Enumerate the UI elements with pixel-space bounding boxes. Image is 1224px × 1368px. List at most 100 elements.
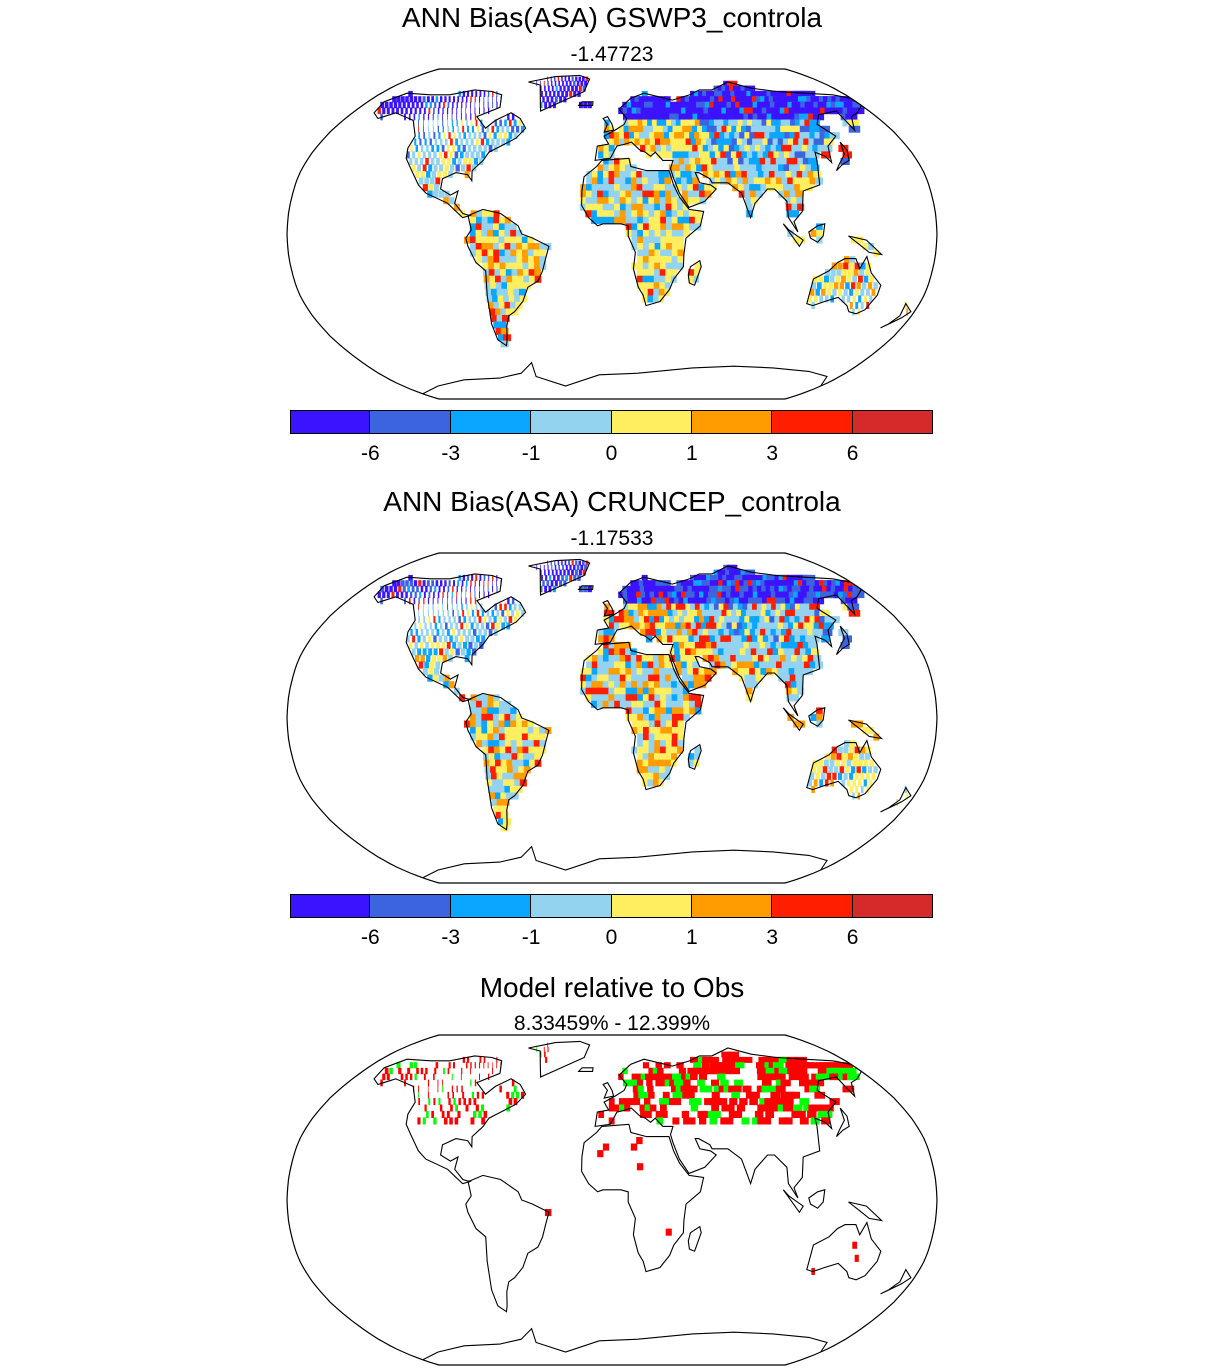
- grid-cell: [803, 661, 812, 669]
- grid-cell: [539, 256, 547, 264]
- grid-cell: [554, 80, 557, 87]
- grid-cell: [428, 1098, 431, 1106]
- grid-cell: [471, 125, 474, 133]
- grid-cell: [591, 197, 598, 205]
- grid-cell: [699, 1117, 707, 1125]
- grid-cell: [504, 223, 511, 231]
- grid-cell: [427, 119, 429, 127]
- grid-cell: [706, 113, 715, 121]
- grid-cell: [689, 700, 696, 708]
- grid-cell: [660, 256, 667, 264]
- grid-cell: [429, 138, 432, 146]
- grid-cell: [737, 119, 747, 127]
- grid-cell: [682, 674, 689, 682]
- grid-cell: [643, 236, 650, 244]
- grid-cell: [662, 125, 670, 133]
- grid-cell: [767, 164, 775, 172]
- grid-cell: [759, 157, 768, 165]
- grid-cell: [653, 288, 660, 296]
- grid-cell: [789, 132, 799, 140]
- grid-cell: [638, 609, 645, 617]
- grid-cell: [694, 616, 702, 624]
- grid-cell: [422, 580, 426, 587]
- grid-cell: [522, 262, 530, 270]
- grid-cell: [838, 144, 849, 152]
- grid-cell: [808, 1104, 819, 1112]
- grid-cell: [809, 1085, 820, 1093]
- colorbar-swatch: [450, 894, 532, 918]
- grid-cell: [654, 753, 661, 761]
- grid-cell: [479, 1056, 482, 1063]
- grid-cell: [852, 1241, 858, 1249]
- grid-cell: [709, 661, 716, 669]
- grid-cell: [435, 1062, 439, 1069]
- grid-cell: [807, 655, 816, 663]
- grid-cell: [417, 648, 422, 656]
- grid-cell: [660, 1110, 668, 1118]
- grid-cell: [631, 262, 638, 270]
- grid-cell: [470, 107, 471, 115]
- grid-cell: [437, 1085, 439, 1093]
- grid-cell: [414, 641, 418, 649]
- grid-cell: [444, 635, 448, 643]
- grid-cell: [470, 138, 474, 146]
- grid-cell: [483, 132, 487, 140]
- grid-cell: [788, 668, 796, 676]
- grid-cell: [409, 580, 414, 587]
- grid-cell: [493, 733, 500, 741]
- grid-cell: [533, 256, 541, 264]
- grid-cell: [564, 560, 567, 566]
- grid-cell: [736, 177, 745, 185]
- grid-cell: [500, 792, 508, 800]
- grid-cell: [496, 580, 497, 587]
- grid-cell: [720, 597, 729, 605]
- grid-cell: [644, 101, 651, 109]
- grid-cell: [483, 275, 491, 283]
- coastline: [528, 558, 591, 596]
- grid-cell: [619, 1104, 625, 1112]
- grid-cell: [765, 157, 774, 165]
- grid-cell: [496, 288, 504, 296]
- grid-cell: [468, 157, 473, 165]
- grid-cell: [676, 580, 684, 587]
- grid-cell: [586, 184, 593, 192]
- grid-cell: [642, 681, 650, 689]
- grid-cell: [486, 779, 494, 787]
- grid-cell: [455, 622, 458, 630]
- grid-cell: [498, 805, 507, 813]
- grid-cell: [690, 119, 698, 127]
- grid-cell: [488, 107, 490, 115]
- grid-cell: [428, 184, 434, 192]
- grid-cell: [483, 628, 488, 636]
- panel-subtitle: -1.17533: [570, 527, 654, 550]
- grid-cell: [681, 661, 688, 669]
- grid-cell: [671, 262, 678, 270]
- grid-cell: [685, 622, 693, 630]
- grid-cell: [474, 591, 476, 599]
- grid-cell: [597, 648, 604, 656]
- grid-cell: [809, 772, 815, 780]
- grid-cell: [561, 90, 564, 97]
- grid-cell: [677, 687, 684, 695]
- grid-cell: [675, 622, 683, 630]
- grid-cell: [647, 772, 654, 780]
- grid-cell: [586, 655, 593, 663]
- grid-cell: [818, 622, 829, 630]
- grid-cell: [715, 113, 724, 121]
- grid-cell: [446, 144, 450, 152]
- grid-cell: [441, 1110, 445, 1118]
- grid-cell: [479, 574, 482, 581]
- grid-cell: [830, 1067, 844, 1075]
- grid-cell: [475, 151, 480, 159]
- grid-cell: [700, 641, 708, 649]
- grid-cell: [775, 641, 785, 649]
- grid-cell: [567, 85, 570, 92]
- grid-cell: [677, 609, 685, 617]
- grid-cell: [462, 144, 466, 152]
- grid-cell: [744, 569, 756, 576]
- grid-cell: [384, 1067, 389, 1075]
- grid-cell: [619, 648, 626, 656]
- grid-cell: [614, 197, 621, 205]
- grid-cell: [413, 1062, 418, 1069]
- grid-cell: [685, 1073, 694, 1081]
